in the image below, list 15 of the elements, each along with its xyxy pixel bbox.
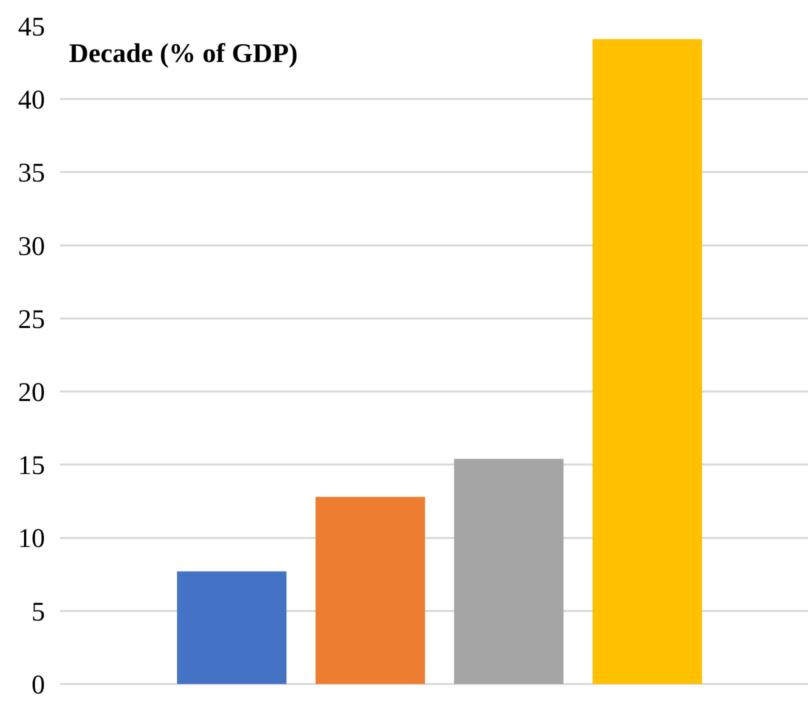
bar (592, 39, 702, 684)
y-tick-label: 5 (32, 596, 45, 626)
bar (316, 496, 425, 684)
text: Decade (% of GDP) (69, 38, 298, 68)
y-tick-label: 30 (18, 230, 45, 261)
bar (177, 571, 286, 684)
y-tick-label: 40 (18, 84, 45, 115)
y-tick-label: 20 (18, 377, 45, 408)
y-tick-label: 0 (32, 669, 45, 700)
y-tick-label: 25 (18, 304, 45, 334)
bar (454, 458, 564, 684)
y-tick-label: 10 (18, 523, 45, 554)
y-tick-label: 15 (18, 450, 45, 480)
y-tick-label: 35 (18, 158, 45, 188)
y-tick-label: 45 (18, 11, 45, 42)
